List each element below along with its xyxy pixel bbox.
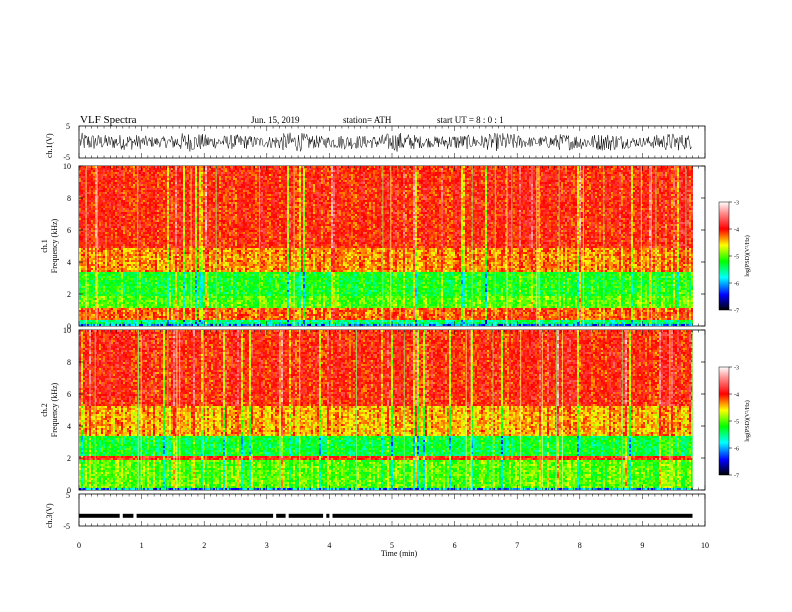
ch1-spectrogram-image xyxy=(79,166,693,326)
spec-ytick-label: 8 xyxy=(67,194,71,203)
ch3-signal-segment xyxy=(137,514,274,518)
spec-ytick-label: 6 xyxy=(67,226,71,235)
station-label: station= ATH xyxy=(343,115,392,125)
ch1-ytick-top: 5 xyxy=(66,122,70,131)
x-tick-label: 7 xyxy=(515,541,519,550)
ch3-ytick-top: 5 xyxy=(66,491,70,500)
x-tick-label: 9 xyxy=(640,541,644,550)
ch3-signal-segment xyxy=(276,514,285,518)
ch3-signal-segment xyxy=(326,514,329,518)
spec-ytick-label: 8 xyxy=(67,358,71,367)
ch2-spectrogram-image xyxy=(79,330,693,490)
colorbar-tick-label: -3 xyxy=(734,366,739,372)
x-tick-label: 2 xyxy=(202,541,206,550)
ch3-signal-segment xyxy=(79,514,120,518)
ch1-waveform-panel: 5 -5 ch.1(V) xyxy=(45,122,705,162)
ch1-ytick-bottom: -5 xyxy=(63,153,70,162)
spec-ytick-label: 4 xyxy=(67,258,71,267)
colorbar-tick-label: -5 xyxy=(734,420,739,426)
colorbar-tick-label: -4 xyxy=(734,393,739,399)
spec-ytick-label: 4 xyxy=(67,422,71,431)
ch1-colorbar-label: log(PSD)(V²/Hz) xyxy=(744,235,751,276)
ch2-colorbar: -3 -4 -5 -6 -7 log(PSD)(V²/Hz) xyxy=(719,366,751,480)
x-tick-label: 6 xyxy=(453,541,457,550)
x-tick-label: 3 xyxy=(265,541,269,550)
spec-ytick-label: 10 xyxy=(63,162,71,171)
spec-ytick-label: 2 xyxy=(67,290,71,299)
ch3-signal-segment xyxy=(123,514,134,518)
x-tick-label: 4 xyxy=(327,541,331,550)
x-tick-label: 10 xyxy=(701,541,709,550)
x-tick-label: 8 xyxy=(578,541,582,550)
colorbar-tick-label: -7 xyxy=(734,474,739,480)
ch1-spec-ylabel-line1: ch.1 xyxy=(40,239,49,253)
ch2-spec-ylabel-line1: ch.2 xyxy=(40,403,49,417)
colorbar-tick-label: -5 xyxy=(734,255,739,261)
colorbar-tick-label: -7 xyxy=(734,309,739,315)
ch1-spec-ylabel-line2: Frequency (kHz) xyxy=(50,218,59,273)
figure-title: VLF Spectra xyxy=(80,114,137,126)
ch2-colorbar-label: log(PSD)(V²/Hz) xyxy=(744,400,751,441)
start-time-label: start UT = 8 : 0 : 1 xyxy=(437,115,504,125)
x-tick-label: 0 xyxy=(77,541,81,550)
colorbar-tick-label: -3 xyxy=(734,201,739,207)
ch3-signal-segment xyxy=(289,514,323,518)
ch3-signal-segment xyxy=(333,514,693,518)
x-axis-label: Time (min) xyxy=(381,549,418,558)
colorbar-tick-label: -4 xyxy=(734,228,739,234)
ch3-waveform-line xyxy=(79,514,693,518)
ch2-spec-ylabel-line2: Frequency (kHz) xyxy=(50,382,59,437)
spec-ytick-label: 6 xyxy=(67,390,71,399)
ch1-ylabel: ch.1(V) xyxy=(45,133,54,158)
spec-ytick-label: 2 xyxy=(67,454,71,463)
date-label: Jun. 15, 2019 xyxy=(251,115,300,125)
colorbar-tick-label: -6 xyxy=(734,282,739,288)
ch3-waveform-panel: 5 -5 ch.3(V) xyxy=(45,491,705,531)
colorbar-tick-label: -6 xyxy=(734,447,739,453)
x-tick-label: 1 xyxy=(140,541,144,550)
ch1-colorbar: -3 -4 -5 -6 -7 log(PSD)(V²/Hz) xyxy=(719,201,751,315)
ch3-ytick-bottom: -5 xyxy=(63,522,70,531)
ch3-ylabel: ch.3(V) xyxy=(45,503,54,528)
spec-ytick-label: 10 xyxy=(63,326,71,335)
